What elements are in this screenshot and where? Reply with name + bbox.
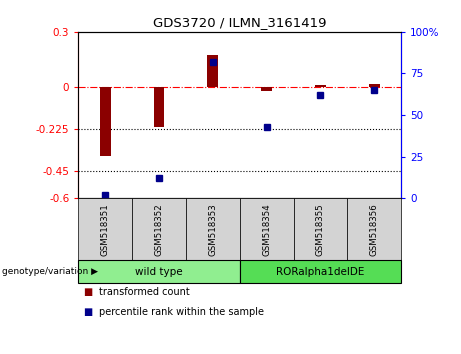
Text: GSM518351: GSM518351 [101, 203, 110, 256]
Bar [100, 87, 111, 156]
Text: ■: ■ [83, 307, 92, 316]
Text: GSM518356: GSM518356 [370, 203, 378, 256]
Text: ■: ■ [83, 287, 92, 297]
Text: RORalpha1delDE: RORalpha1delDE [276, 267, 365, 277]
Title: GDS3720 / ILMN_3161419: GDS3720 / ILMN_3161419 [153, 16, 326, 29]
Text: wild type: wild type [135, 267, 183, 277]
Bar [154, 87, 165, 127]
Text: GSM518354: GSM518354 [262, 203, 271, 256]
Bar [261, 87, 272, 91]
Bar [315, 85, 326, 87]
Bar [207, 55, 218, 87]
Text: GSM518353: GSM518353 [208, 203, 217, 256]
Text: GSM518355: GSM518355 [316, 203, 325, 256]
Bar [369, 84, 379, 87]
Text: GSM518352: GSM518352 [154, 203, 164, 256]
Text: percentile rank within the sample: percentile rank within the sample [99, 307, 264, 316]
Text: genotype/variation ▶: genotype/variation ▶ [2, 267, 98, 276]
Text: transformed count: transformed count [99, 287, 190, 297]
